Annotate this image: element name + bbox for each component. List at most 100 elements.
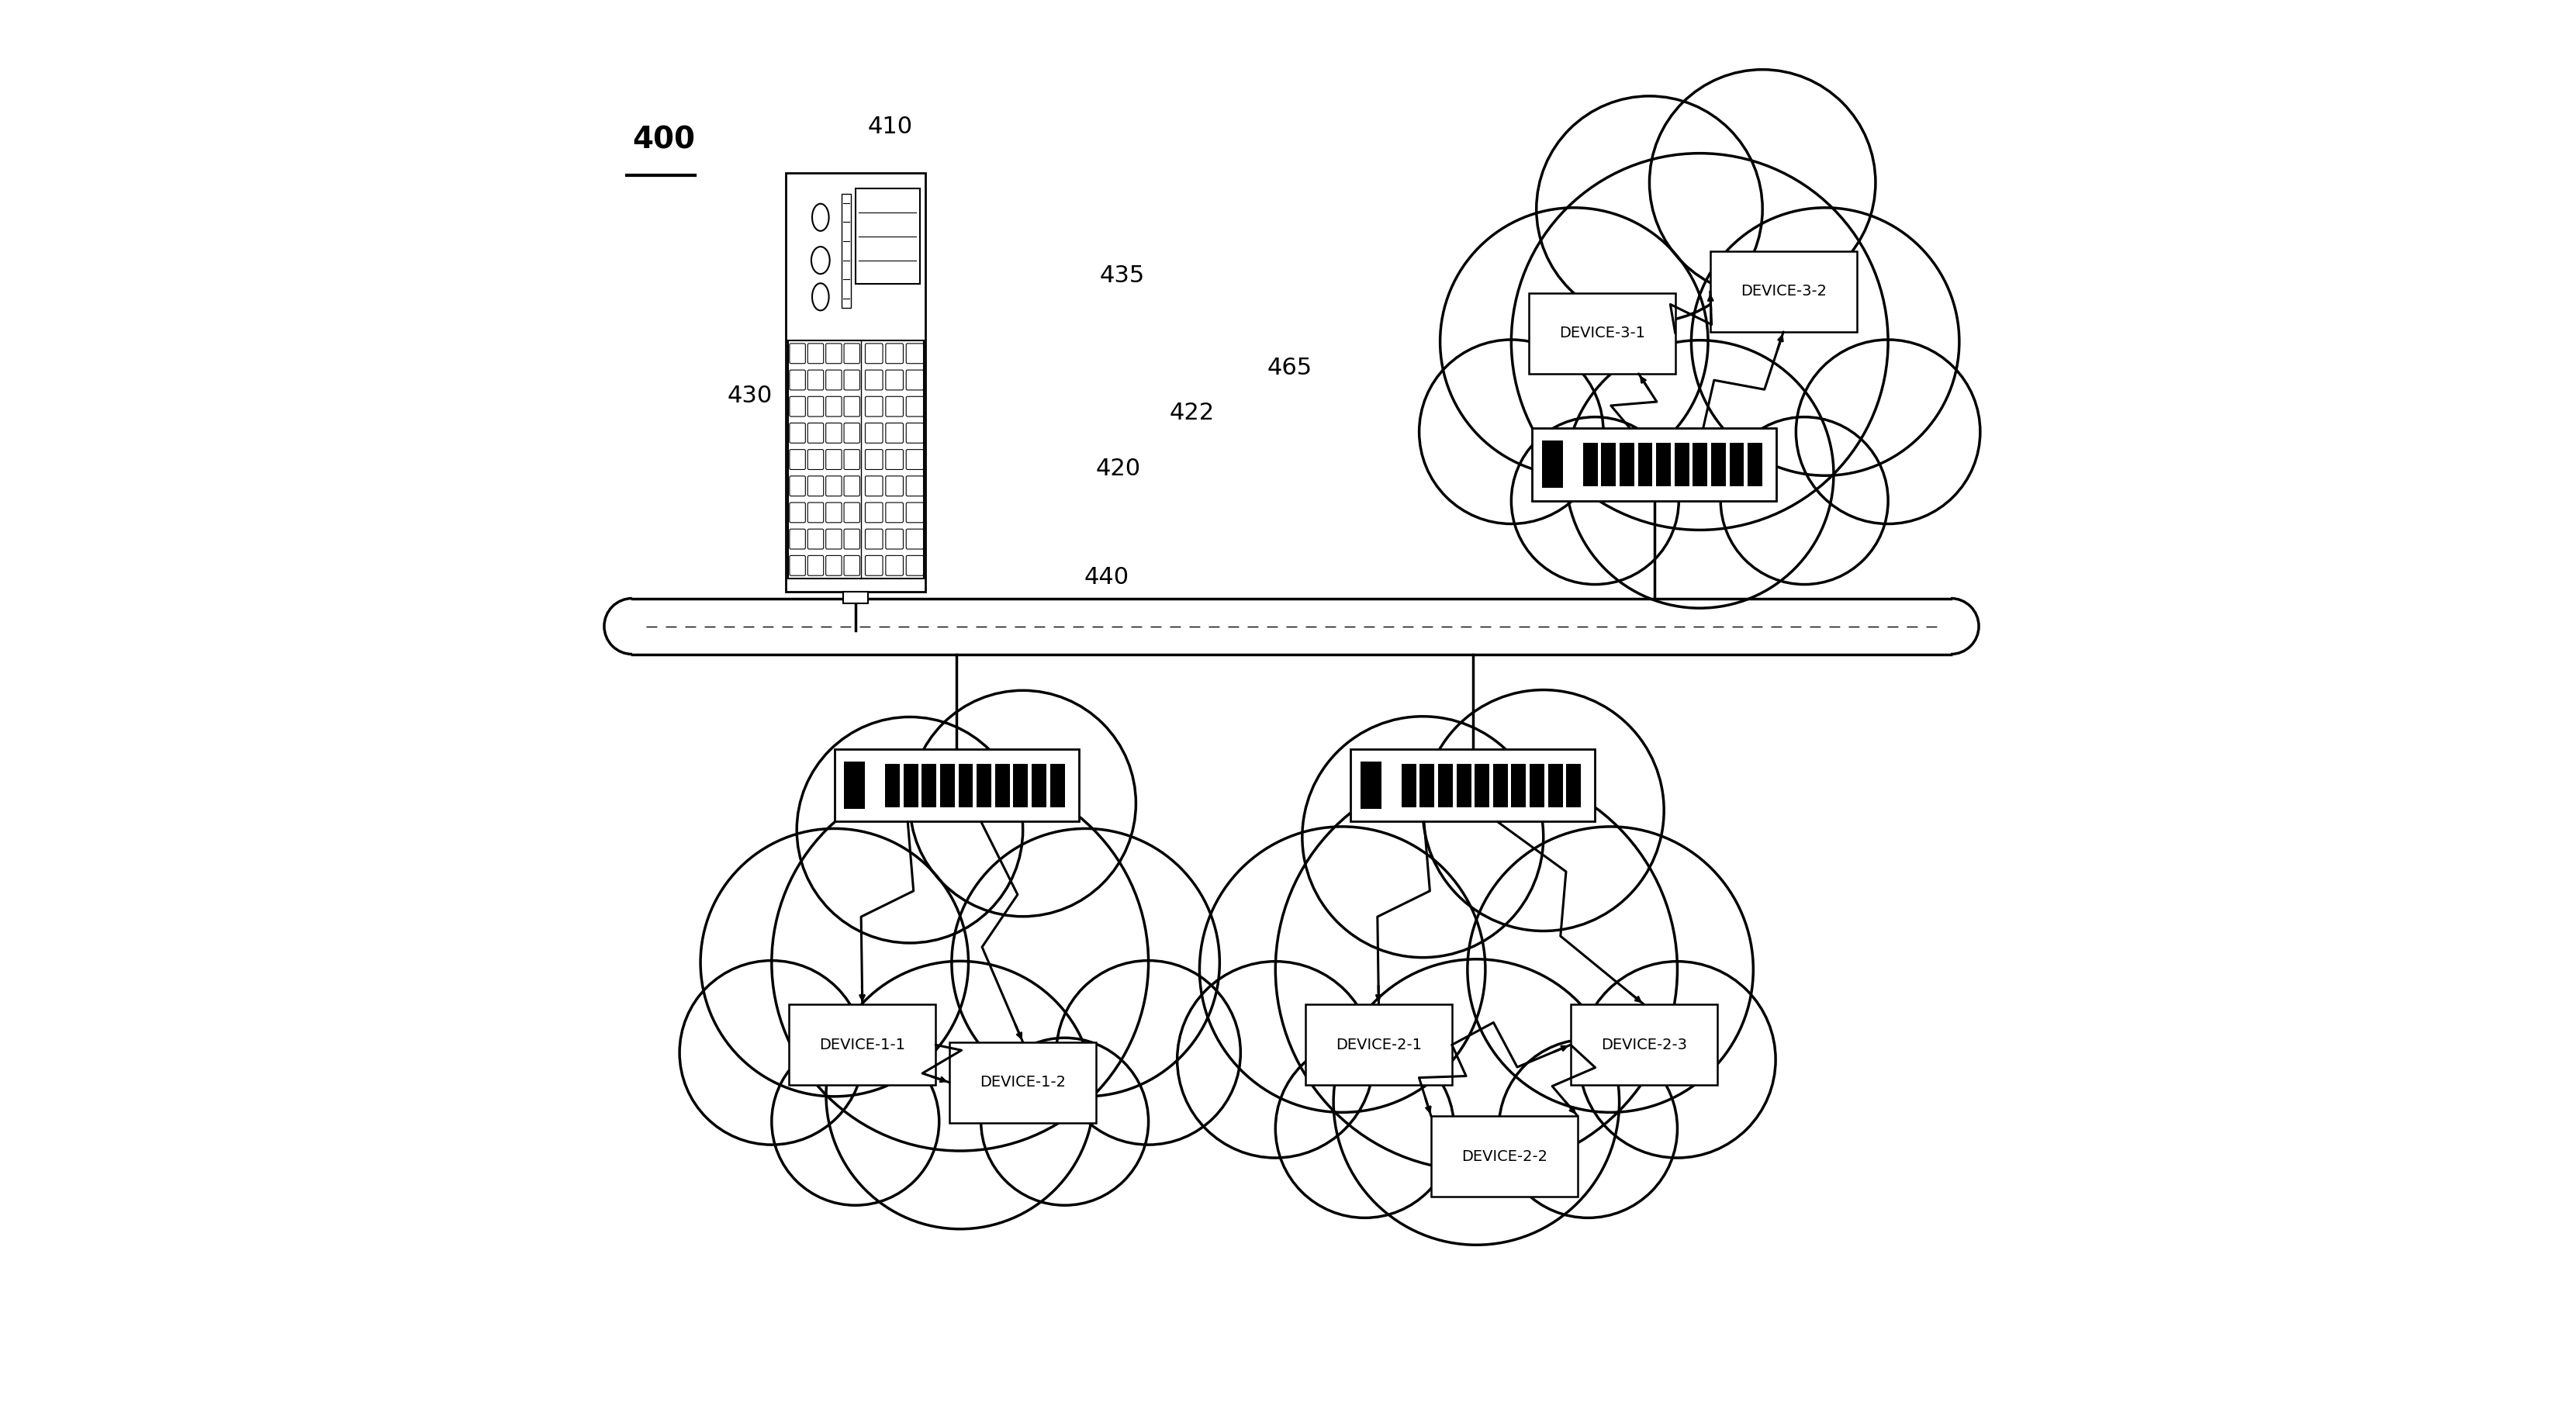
Ellipse shape	[1468, 827, 1754, 1112]
FancyBboxPatch shape	[791, 477, 806, 496]
Text: 420: 420	[1095, 457, 1141, 479]
Ellipse shape	[796, 717, 1023, 943]
FancyBboxPatch shape	[1582, 443, 1597, 486]
FancyBboxPatch shape	[1602, 443, 1615, 486]
Ellipse shape	[1649, 69, 1875, 295]
Ellipse shape	[773, 775, 1149, 1152]
FancyBboxPatch shape	[886, 555, 904, 575]
FancyBboxPatch shape	[1401, 763, 1417, 807]
FancyBboxPatch shape	[791, 423, 806, 443]
Ellipse shape	[1692, 208, 1960, 475]
FancyBboxPatch shape	[866, 370, 884, 389]
Ellipse shape	[1275, 769, 1677, 1170]
FancyBboxPatch shape	[886, 343, 904, 364]
FancyBboxPatch shape	[866, 343, 884, 364]
FancyBboxPatch shape	[1012, 763, 1028, 807]
FancyBboxPatch shape	[866, 450, 884, 470]
Ellipse shape	[981, 1038, 1149, 1205]
Ellipse shape	[1334, 959, 1620, 1244]
FancyBboxPatch shape	[791, 555, 806, 575]
FancyBboxPatch shape	[835, 749, 1079, 821]
FancyBboxPatch shape	[1455, 763, 1471, 807]
FancyBboxPatch shape	[855, 188, 920, 284]
FancyBboxPatch shape	[907, 370, 925, 389]
FancyBboxPatch shape	[845, 343, 860, 364]
FancyBboxPatch shape	[809, 396, 824, 416]
FancyBboxPatch shape	[1692, 443, 1708, 486]
Text: 410: 410	[868, 115, 912, 138]
Text: 435: 435	[1100, 264, 1144, 287]
FancyBboxPatch shape	[1051, 763, 1064, 807]
FancyBboxPatch shape	[845, 370, 860, 389]
FancyBboxPatch shape	[1710, 443, 1726, 486]
FancyBboxPatch shape	[845, 529, 860, 550]
FancyBboxPatch shape	[791, 370, 806, 389]
FancyBboxPatch shape	[886, 370, 904, 389]
FancyBboxPatch shape	[809, 343, 824, 364]
FancyBboxPatch shape	[886, 450, 904, 470]
Ellipse shape	[1566, 340, 1834, 609]
Ellipse shape	[1535, 96, 1762, 322]
Ellipse shape	[1579, 962, 1775, 1159]
FancyBboxPatch shape	[842, 592, 868, 603]
FancyBboxPatch shape	[1360, 762, 1381, 808]
FancyBboxPatch shape	[951, 1042, 1097, 1123]
FancyBboxPatch shape	[866, 477, 884, 496]
FancyBboxPatch shape	[940, 763, 956, 807]
Ellipse shape	[1200, 827, 1486, 1112]
Ellipse shape	[1177, 962, 1373, 1159]
Ellipse shape	[1440, 208, 1708, 475]
FancyBboxPatch shape	[1306, 1004, 1453, 1085]
FancyBboxPatch shape	[827, 343, 842, 364]
FancyBboxPatch shape	[886, 396, 904, 416]
FancyBboxPatch shape	[827, 529, 842, 550]
FancyBboxPatch shape	[866, 423, 884, 443]
FancyBboxPatch shape	[1566, 763, 1582, 807]
FancyBboxPatch shape	[886, 502, 904, 523]
FancyBboxPatch shape	[1728, 443, 1744, 486]
Ellipse shape	[701, 828, 969, 1097]
FancyBboxPatch shape	[907, 502, 925, 523]
FancyBboxPatch shape	[1620, 443, 1633, 486]
Ellipse shape	[1512, 153, 1888, 530]
FancyBboxPatch shape	[827, 477, 842, 496]
FancyBboxPatch shape	[886, 763, 899, 807]
FancyBboxPatch shape	[866, 396, 884, 416]
FancyBboxPatch shape	[1494, 763, 1507, 807]
FancyBboxPatch shape	[1543, 441, 1564, 488]
Text: 482: 482	[1497, 482, 1543, 505]
Ellipse shape	[1303, 717, 1543, 957]
Ellipse shape	[773, 1038, 940, 1205]
Ellipse shape	[1721, 418, 1888, 585]
FancyBboxPatch shape	[958, 763, 974, 807]
FancyBboxPatch shape	[866, 502, 884, 523]
Ellipse shape	[1512, 418, 1680, 585]
FancyBboxPatch shape	[845, 555, 860, 575]
FancyBboxPatch shape	[791, 450, 806, 470]
FancyBboxPatch shape	[845, 762, 866, 808]
FancyBboxPatch shape	[791, 396, 806, 416]
FancyBboxPatch shape	[1747, 443, 1762, 486]
FancyBboxPatch shape	[1432, 1116, 1577, 1197]
Text: DEVICE-2-1: DEVICE-2-1	[1337, 1038, 1422, 1052]
FancyBboxPatch shape	[845, 477, 860, 496]
FancyBboxPatch shape	[1571, 1004, 1718, 1085]
Text: 462: 462	[1533, 402, 1577, 425]
FancyBboxPatch shape	[1437, 763, 1453, 807]
FancyBboxPatch shape	[1473, 763, 1489, 807]
FancyBboxPatch shape	[809, 529, 824, 550]
FancyBboxPatch shape	[809, 477, 824, 496]
Ellipse shape	[1419, 340, 1602, 524]
FancyBboxPatch shape	[809, 502, 824, 523]
FancyBboxPatch shape	[1533, 429, 1777, 501]
Ellipse shape	[1056, 960, 1242, 1144]
FancyBboxPatch shape	[1419, 763, 1435, 807]
FancyBboxPatch shape	[1638, 443, 1651, 486]
FancyBboxPatch shape	[907, 477, 925, 496]
FancyBboxPatch shape	[907, 555, 925, 575]
FancyBboxPatch shape	[827, 370, 842, 389]
FancyBboxPatch shape	[1548, 763, 1564, 807]
FancyBboxPatch shape	[791, 343, 806, 364]
FancyBboxPatch shape	[1710, 250, 1857, 332]
Text: 480: 480	[1388, 813, 1435, 835]
